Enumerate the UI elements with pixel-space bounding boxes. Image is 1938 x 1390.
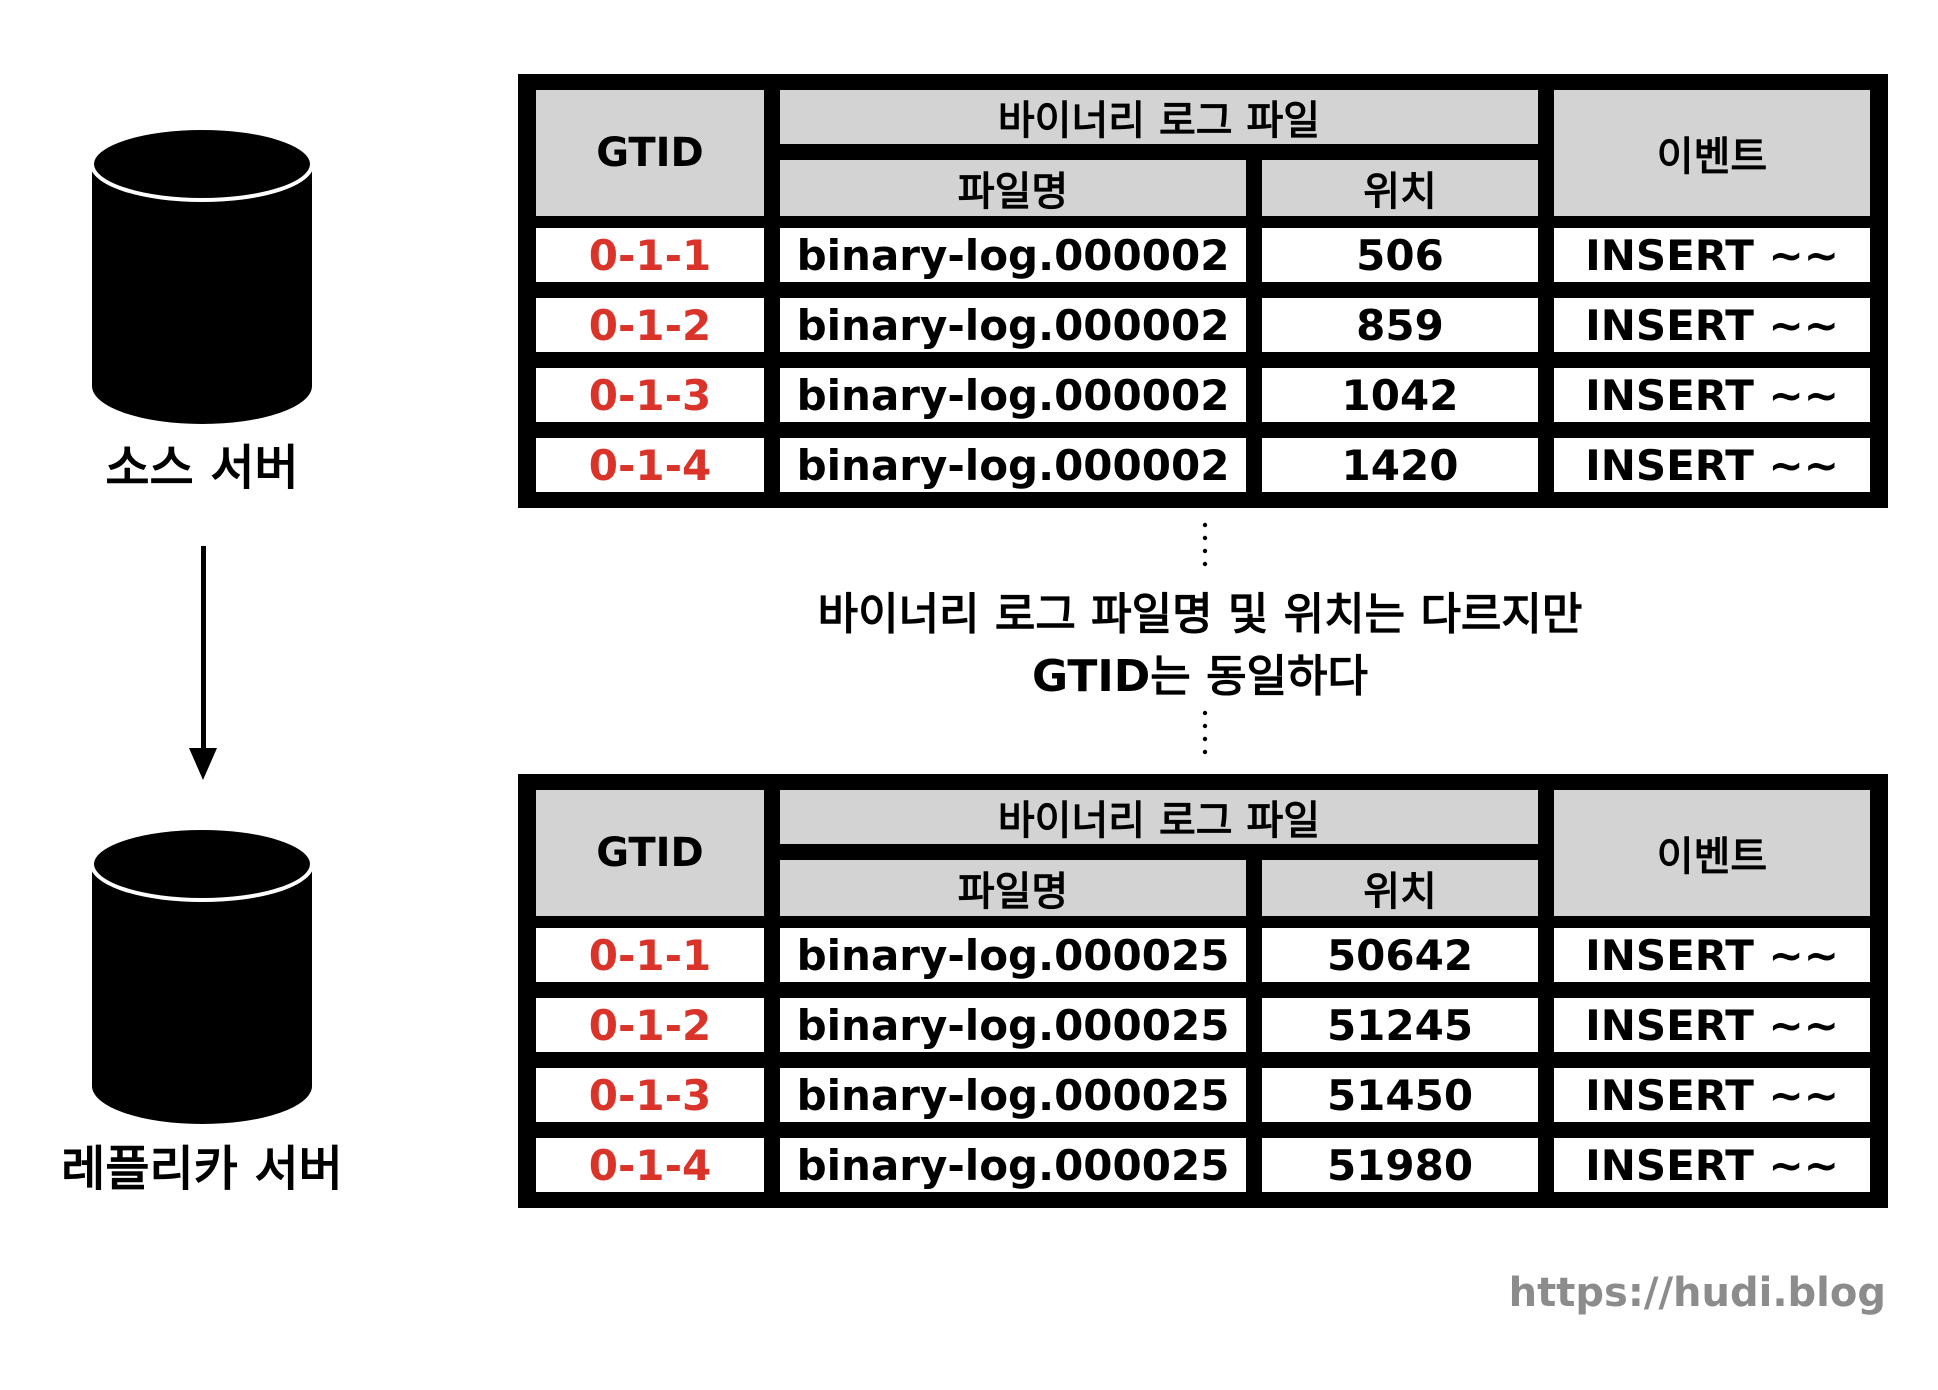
replica-database-icon (89, 824, 315, 1128)
table-row-position: 1420 (1262, 438, 1538, 492)
table-row-gtid: 0-1-1 (536, 228, 764, 282)
table-row-position: 51450 (1262, 1068, 1538, 1122)
table-row-filename: binary-log.000025 (780, 1068, 1246, 1122)
dotted-connector-bottom (1200, 710, 1210, 762)
table-row-event: INSERT ~~ (1554, 368, 1870, 422)
source-server-label: 소스 서버 (105, 440, 299, 496)
table-row-event: INSERT ~~ (1554, 928, 1870, 982)
table-row-event: INSERT ~~ (1554, 1068, 1870, 1122)
dotted-connector-top (1200, 522, 1210, 574)
replication-arrow-icon (186, 546, 220, 786)
table-row-event: INSERT ~~ (1554, 998, 1870, 1052)
binlog-file-header: 바이너리 로그 파일 (780, 90, 1538, 144)
replica-server-label: 레플리카 서버 (61, 1141, 343, 1197)
table-row-filename: binary-log.000025 (780, 998, 1246, 1052)
source-database-icon (89, 124, 315, 428)
table-row-gtid: 0-1-2 (536, 998, 764, 1052)
table-row-filename: binary-log.000002 (780, 438, 1246, 492)
table-row-position: 1042 (1262, 368, 1538, 422)
source-binlog-table: GTID 바이너리 로그 파일 파일명 위치 이벤트 0-1-1 binary-… (518, 74, 1888, 508)
table-row-filename: binary-log.000025 (780, 1138, 1246, 1192)
position-header: 위치 (1262, 160, 1538, 216)
binlog-file-header: 바이너리 로그 파일 (780, 790, 1538, 844)
table-row-event: INSERT ~~ (1554, 438, 1870, 492)
table-row-event: INSERT ~~ (1554, 298, 1870, 352)
table-row-filename: binary-log.000025 (780, 928, 1246, 982)
replica-binlog-table: GTID 바이너리 로그 파일 파일명 위치 이벤트 0-1-1 binary-… (518, 774, 1888, 1208)
table-row-position: 51980 (1262, 1138, 1538, 1192)
table-row-gtid: 0-1-4 (536, 438, 764, 492)
watermark: https://hudi.blog (1508, 1270, 1886, 1316)
gtid-header: GTID (536, 90, 764, 216)
gtid-header: GTID (536, 790, 764, 916)
table-row-filename: binary-log.000002 (780, 228, 1246, 282)
table-row-filename: binary-log.000002 (780, 368, 1246, 422)
gtid-note-line-2: GTID는 동일하다 (1032, 651, 1368, 702)
table-row-gtid: 0-1-2 (536, 298, 764, 352)
event-header: 이벤트 (1554, 790, 1870, 916)
table-row-gtid: 0-1-1 (536, 928, 764, 982)
table-row-event: INSERT ~~ (1554, 228, 1870, 282)
filename-header: 파일명 (780, 860, 1246, 916)
event-header: 이벤트 (1554, 90, 1870, 216)
table-row-position: 859 (1262, 298, 1538, 352)
table-row-gtid: 0-1-3 (536, 1068, 764, 1122)
table-row-position: 50642 (1262, 928, 1538, 982)
gtid-note: 바이너리 로그 파일명 및 위치는 다르지만 GTID는 동일하다 (600, 584, 1800, 708)
position-header: 위치 (1262, 860, 1538, 916)
gtid-note-line-1: 바이너리 로그 파일명 및 위치는 다르지만 (817, 589, 1583, 640)
table-row-position: 51245 (1262, 998, 1538, 1052)
table-row-gtid: 0-1-4 (536, 1138, 764, 1192)
table-row-filename: binary-log.000002 (780, 298, 1246, 352)
table-row-event: INSERT ~~ (1554, 1138, 1870, 1192)
table-row-gtid: 0-1-3 (536, 368, 764, 422)
filename-header: 파일명 (780, 160, 1246, 216)
table-row-position: 506 (1262, 228, 1538, 282)
